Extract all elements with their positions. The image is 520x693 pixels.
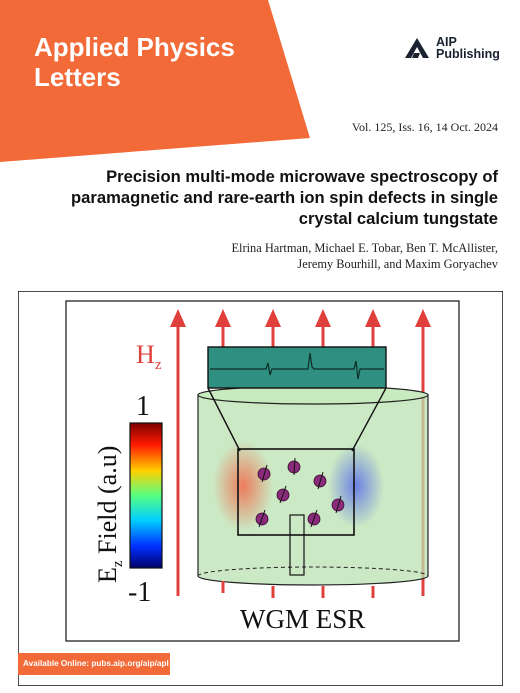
publisher-name-line2: Publishing [436, 47, 500, 61]
author-list: Elrina Hartman, Michael E. Tobar, Ben T.… [60, 240, 498, 272]
colorbar-max-label: 1 [136, 391, 150, 422]
esr-spectrum-trace [210, 352, 384, 380]
publisher-name-line1: AIP [436, 35, 457, 49]
availability-footer[interactable]: Available Online: pubs.aip.org/aip/apl [18, 653, 170, 675]
volume-issue-date: Vol. 125, Iss. 16, 14 Oct. 2024 [351, 120, 498, 134]
cover-figure: H z 1 -1 Ez Field (a.u) [18, 291, 503, 686]
authors-line1: Elrina Hartman, Michael E. Tobar, Ben T.… [231, 241, 498, 255]
projection-line-right [351, 387, 387, 452]
journal-banner [0, 0, 310, 162]
field-lobe-positive [213, 441, 273, 531]
figure-caption: WGM ESR [240, 604, 365, 634]
esr-spectrum-panel [207, 346, 387, 389]
publisher-logo: AIP Publishing [404, 36, 500, 60]
projection-line-left [207, 387, 241, 452]
aip-logo-icon [405, 38, 429, 58]
feed-dashes [221, 581, 375, 598]
journal-title: Applied Physics Letters [34, 32, 264, 92]
hz-field-subscript: z [155, 357, 162, 373]
colorbar [129, 422, 163, 569]
article-title: Precision multi-mode microwave spectrosc… [71, 167, 498, 228]
magnetic-field-arrows [170, 309, 431, 596]
field-lobe-negative [328, 444, 384, 528]
colorbar-min-label: -1 [128, 577, 151, 608]
sample-holder [289, 514, 305, 576]
authors-line2: Jeremy Bourhill, and Maxim Goryachev [297, 257, 498, 271]
crystal-sample [237, 448, 355, 536]
journal-title-line1: Applied Physics [34, 32, 235, 62]
journal-title-line2: Letters [34, 62, 121, 92]
colorbar-axis-label: Ez Field (a.u) [93, 446, 126, 583]
resonator-cylinder [197, 385, 429, 586]
spin-arrows [258, 457, 342, 528]
hz-field-label: H [136, 340, 155, 369]
